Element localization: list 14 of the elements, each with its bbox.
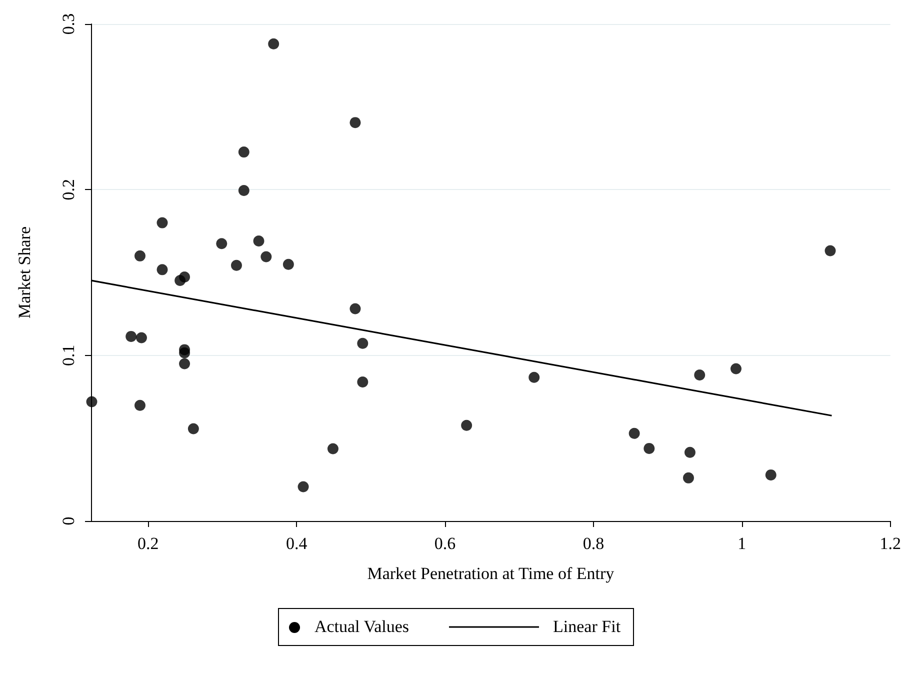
y-tick-label: 0	[59, 516, 78, 526]
y-axis-title: Market Share	[15, 226, 34, 319]
y-tick-label: 0.3	[59, 13, 78, 35]
x-axis-title: Market Penetration at Time of Entry	[367, 564, 615, 583]
y-tick-label: 0.1	[59, 344, 78, 366]
text: Linear Fit	[553, 617, 621, 637]
legend-label: Actual Values	[314, 617, 410, 637]
x-tick-label: 0.8	[582, 534, 604, 553]
x-tick-label: 0.4	[286, 534, 308, 553]
y-tick-label: 0.2	[59, 179, 78, 200]
x-tick-label: 1	[738, 534, 746, 553]
x-tick-label: 1.2	[880, 534, 901, 553]
x-tick-label: 0.2	[138, 534, 159, 553]
x-tick-label: 0.6	[434, 534, 456, 553]
